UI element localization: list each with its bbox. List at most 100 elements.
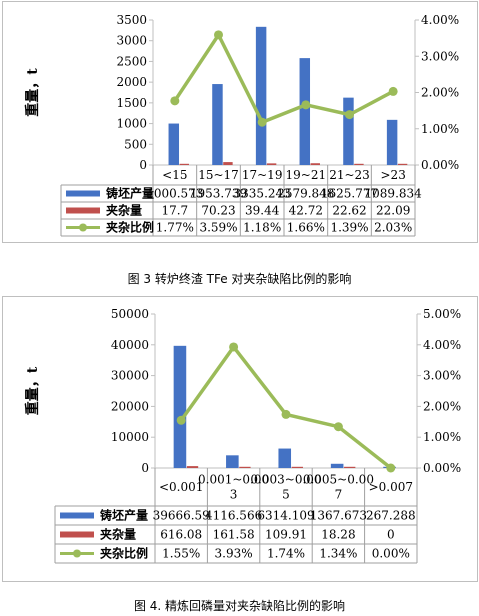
chart1-data-label: 2579.848 [277, 187, 334, 201]
chart1-category-label: 15~17 [198, 168, 239, 182]
chart1-bar-inclusion [310, 163, 320, 165]
chart2-category-label: 7 [335, 488, 343, 502]
chart1-data-label: 42.72 [289, 204, 323, 218]
figure-4-caption: 图 4. 精炼回磷量对夹杂缺陷比例的影响 [133, 599, 346, 613]
chart2-data-label: 3.93% [215, 547, 253, 561]
chart1-legend-key-ratio-marker [79, 223, 87, 232]
chart2-category-label: <0.001 [159, 480, 203, 494]
chart2-y-tick-label: 0 [141, 461, 149, 475]
chart1-series-name: 夹杂量 [106, 203, 142, 218]
chart1-y-tick-label: 1500 [116, 96, 147, 110]
chart1-series-name: 铸坯产量 [106, 186, 154, 201]
chart1-data-label: 1.39% [330, 221, 368, 235]
chart1-ratio-point [257, 117, 267, 127]
chart2-category-label: 0.003~0.00 [250, 473, 321, 487]
chart2-data-label: 1.74% [267, 547, 305, 561]
chart2-category-label: 5 [282, 488, 290, 502]
chart2-data-label: 4116.566 [205, 509, 262, 523]
chart2-bar-inclusion [344, 466, 356, 468]
chart2-category-label: 3 [230, 488, 238, 502]
chart1-data-label: 39.44 [245, 204, 280, 218]
chart2-data-label: 161.58 [213, 528, 255, 542]
chart1-bar-production [299, 58, 311, 165]
chart-2-svg: 0 10000 20000 30000 40000 50000 0.00% 1.00% 2.00… [24, 307, 461, 564]
chart2-series-name: 夹杂量 [100, 527, 136, 542]
chart2-data-label: 0.00% [372, 547, 410, 561]
chart2-ratio-point [386, 463, 396, 473]
chart1-y-tick-label: 2500 [116, 54, 147, 68]
chart2-y2-tick-label: 5.00% [423, 307, 461, 321]
chart1-legend-key-inclusion [66, 207, 100, 214]
chart2-legend-key-inclusion [60, 531, 94, 538]
chart1-y-tick-label: 1000 [116, 117, 147, 131]
chart1-data-label: 1089.834 [365, 187, 423, 201]
chart1-y-axis-title: 重量，t [24, 68, 41, 117]
chart1-ratio-line [173, 31, 394, 125]
chart1-data-label: 70.23 [201, 204, 235, 218]
chart1-bar-production [255, 26, 267, 165]
chart2-y2-tick-label: 3.00% [423, 369, 461, 383]
chart1-data-label: 3.59% [199, 221, 237, 235]
chart1-data-label: 1953.739 [190, 187, 247, 201]
chart1-data-label: 1625.777 [321, 187, 378, 201]
chart2-y2-tick-label: 1.00% [423, 430, 461, 444]
chart1-y2-tick-label: 3.00% [421, 49, 459, 63]
chart2-bar-production [330, 463, 344, 468]
chart1-category-label: 17~19 [242, 168, 283, 182]
chart1-category-label: 21~23 [329, 168, 370, 182]
chart2-ratio-point [176, 415, 186, 425]
chart2-y-tick-label: 30000 [111, 369, 149, 383]
chart2-bar-production [278, 448, 292, 468]
chart2-legend-key-ratio-marker [73, 549, 81, 558]
chart2-data-label: 109.91 [265, 528, 307, 542]
chart2-y-tick-label: 40000 [111, 338, 149, 352]
chart2-ratio-point [281, 409, 291, 419]
chart1-y-tick-label: 2000 [116, 75, 147, 89]
chart2-bar-production [173, 345, 187, 468]
chart1-bar-production [386, 119, 398, 165]
chart2-legend-key-production [60, 512, 94, 519]
chart1-category-label: 19~21 [286, 168, 327, 182]
chart2-series-name: 铸坯产量 [100, 508, 148, 523]
chart2-bar-inclusion [186, 466, 199, 468]
chart2-data-label: 616.08 [160, 528, 202, 542]
chart1-bar-inclusion [223, 162, 233, 165]
chart1-data-label: 1000.573 [146, 187, 203, 201]
chart1-data-label: 1.66% [287, 221, 325, 235]
chart2-data-label: 0 [387, 528, 395, 542]
chart2-y-tick-label: 50000 [111, 307, 149, 321]
chart1-ratio-point [345, 110, 354, 120]
chart1-bar-production [343, 97, 354, 165]
chart1-y2-tick-label: 2.00% [421, 86, 459, 100]
chart2-bar-inclusion [239, 466, 251, 468]
chart-1: 0 500 1000 1500 2000 2500 3000 3500 0.00% 1.00% 2.… [2, 1, 478, 243]
chart2-y2-tick-label: 0.00% [423, 461, 461, 475]
chart1-category-label: >23 [381, 168, 406, 182]
chart2-category-label: >0.007 [369, 480, 413, 494]
chart2-category-label: 0.005~0.00 [303, 473, 374, 487]
figure-3-caption: 图 3 转炉终渣 TFe 对夹杂缺陷比例的影响 [127, 272, 352, 286]
chart1-y2-tick-label: 1.00% [421, 122, 459, 136]
chart-2: 0 10000 20000 30000 40000 50000 0.00% 1.00% 2.00… [2, 296, 478, 582]
chart2-series-name: 夹杂比例 [100, 546, 148, 561]
chart2-y-axis-title: 重量，t [24, 366, 41, 415]
chart2-ratio-point [229, 342, 239, 352]
chart1-bar-production [168, 123, 180, 165]
chart2-y-tick-label: 20000 [111, 399, 149, 413]
chart1-data-label: 17.7 [161, 204, 188, 218]
chart1-ratio-point [214, 30, 223, 40]
chart2-data-label: 18.28 [321, 528, 355, 542]
chart2-y2-tick-label: 4.00% [423, 338, 461, 352]
chart1-ratio-point [170, 96, 180, 106]
chart1-y-tick-label: 3000 [116, 34, 147, 48]
chart1-bar-inclusion [354, 163, 364, 165]
chart1-category-label: <15 [162, 168, 187, 182]
chart1-data-label: 22.62 [332, 204, 366, 218]
chart1-data-label: 1.18% [243, 221, 281, 235]
chart1-y2-tick-label: 4.00% [421, 13, 459, 27]
chart1-bar-inclusion [179, 163, 189, 165]
chart2-y2-tick-label: 2.00% [423, 399, 461, 413]
chart1-data-label: 2.03% [374, 221, 412, 235]
chart1-y2-tick-label: 0.00% [421, 158, 459, 172]
chart2-data-label: 6314.109 [257, 509, 314, 523]
